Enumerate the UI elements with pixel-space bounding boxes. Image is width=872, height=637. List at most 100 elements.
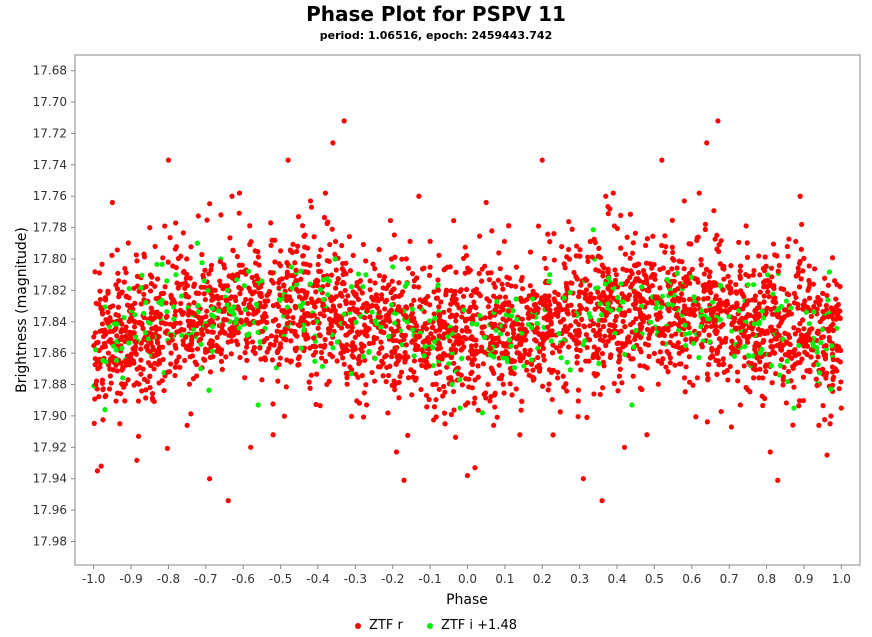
ztf-r-point — [702, 221, 709, 227]
ztf-r-point — [762, 254, 768, 260]
ztf-r-point — [764, 328, 770, 334]
ztf-r-point — [317, 268, 324, 274]
ztf-r-point — [105, 320, 111, 326]
ztf-r-point — [473, 342, 479, 349]
ztf-r-point — [329, 272, 335, 278]
ztf-i-point — [548, 338, 554, 344]
ztf-r-point — [220, 322, 226, 328]
ztf-r-point — [466, 384, 472, 390]
ztf-r-point — [364, 325, 370, 331]
x-tick-label: -1.0 — [82, 572, 105, 586]
ztf-i-point — [811, 309, 817, 315]
ztf-r-point — [483, 199, 489, 206]
ztf-r-point — [514, 336, 520, 342]
ztf-r-point — [385, 372, 392, 379]
ztf-r-point — [172, 364, 178, 370]
ztf-i-point — [195, 309, 201, 315]
ztf-r-point — [353, 371, 359, 377]
ztf-r-point — [437, 369, 443, 375]
ztf-i-point — [546, 278, 552, 284]
ztf-r-point — [258, 303, 264, 310]
ztf-r-point — [314, 282, 321, 289]
ztf-r-point — [226, 273, 232, 279]
ztf-r-point — [397, 373, 403, 380]
ztf-r-point — [677, 361, 683, 367]
ztf-r-point — [621, 444, 628, 450]
ztf-r-point — [214, 348, 220, 354]
ztf-r-point — [557, 319, 564, 325]
ztf-r-point — [361, 390, 367, 396]
ztf-r-point — [284, 357, 290, 363]
ztf-r-point — [726, 283, 732, 290]
ztf-r-point — [268, 333, 274, 339]
ztf-r-point — [288, 338, 294, 344]
ztf-r-point — [717, 261, 723, 267]
ztf-r-point — [746, 324, 752, 331]
ztf-r-point — [529, 374, 536, 380]
ztf-r-point — [672, 362, 678, 368]
ztf-r-point — [301, 288, 307, 294]
ztf-i-point — [819, 327, 825, 333]
ztf-r-point — [800, 268, 806, 274]
ztf-r-point — [585, 254, 591, 260]
ztf-r-point — [776, 323, 782, 329]
ztf-r-point — [324, 220, 330, 227]
ztf-r-point — [681, 198, 687, 204]
ztf-i-point — [399, 342, 405, 348]
ztf-r-point — [702, 226, 708, 233]
ztf-r-point — [224, 283, 231, 289]
ztf-r-point — [275, 303, 282, 309]
ztf-r-point — [326, 258, 332, 264]
ztf-r-point — [196, 290, 202, 297]
ztf-r-point — [156, 358, 162, 364]
ztf-r-point — [438, 299, 444, 305]
ztf-r-point — [626, 334, 632, 340]
y-tick-label: 17.72 — [33, 126, 67, 140]
ztf-r-point — [705, 375, 711, 381]
ztf-r-point — [517, 432, 523, 438]
ztf-r-point — [704, 419, 710, 425]
ztf-r-point — [453, 318, 459, 324]
ztf-i-point — [760, 315, 766, 321]
ztf-r-point — [187, 354, 193, 360]
ztf-r-point — [502, 294, 509, 300]
ztf-r-point — [830, 356, 836, 363]
ztf-r-point — [547, 239, 553, 245]
ztf-r-point — [769, 274, 775, 280]
ztf-r-point — [459, 382, 465, 388]
ztf-r-point — [320, 301, 326, 308]
ztf-r-point — [669, 255, 676, 262]
ztf-i-point — [629, 402, 635, 408]
ztf-r-point — [388, 307, 394, 313]
ztf-i-point — [631, 344, 637, 350]
ztf-r-point — [795, 360, 801, 366]
ztf-i-point — [231, 311, 237, 317]
ztf-r-point — [276, 361, 282, 368]
ztf-r-point — [173, 220, 179, 226]
ztf-r-point — [829, 255, 836, 261]
ztf-r-point — [534, 325, 540, 331]
ztf-r-point — [630, 301, 636, 308]
ztf-r-point — [530, 367, 536, 373]
ztf-r-point — [650, 233, 656, 239]
ztf-i-point — [195, 302, 201, 309]
ztf-r-point — [499, 281, 505, 287]
ztf-r-point — [524, 359, 530, 365]
ztf-r-point — [300, 223, 306, 229]
ztf-r-point — [638, 298, 644, 305]
ztf-r-point — [793, 352, 799, 359]
ztf-r-point — [273, 316, 279, 323]
ztf-r-point — [820, 403, 826, 409]
ztf-r-point — [210, 354, 216, 360]
ztf-i-point — [389, 302, 395, 308]
ztf-r-point — [354, 329, 360, 335]
ztf-r-point — [218, 347, 225, 353]
ztf-r-point — [575, 413, 581, 420]
ztf-r-point — [441, 410, 448, 416]
ztf-r-point — [185, 318, 191, 324]
ztf-i-point — [307, 281, 313, 287]
ztf-r-point — [152, 243, 158, 250]
ztf-r-point — [434, 346, 441, 352]
ztf-r-point — [751, 375, 757, 381]
ztf-r-point — [548, 369, 555, 376]
